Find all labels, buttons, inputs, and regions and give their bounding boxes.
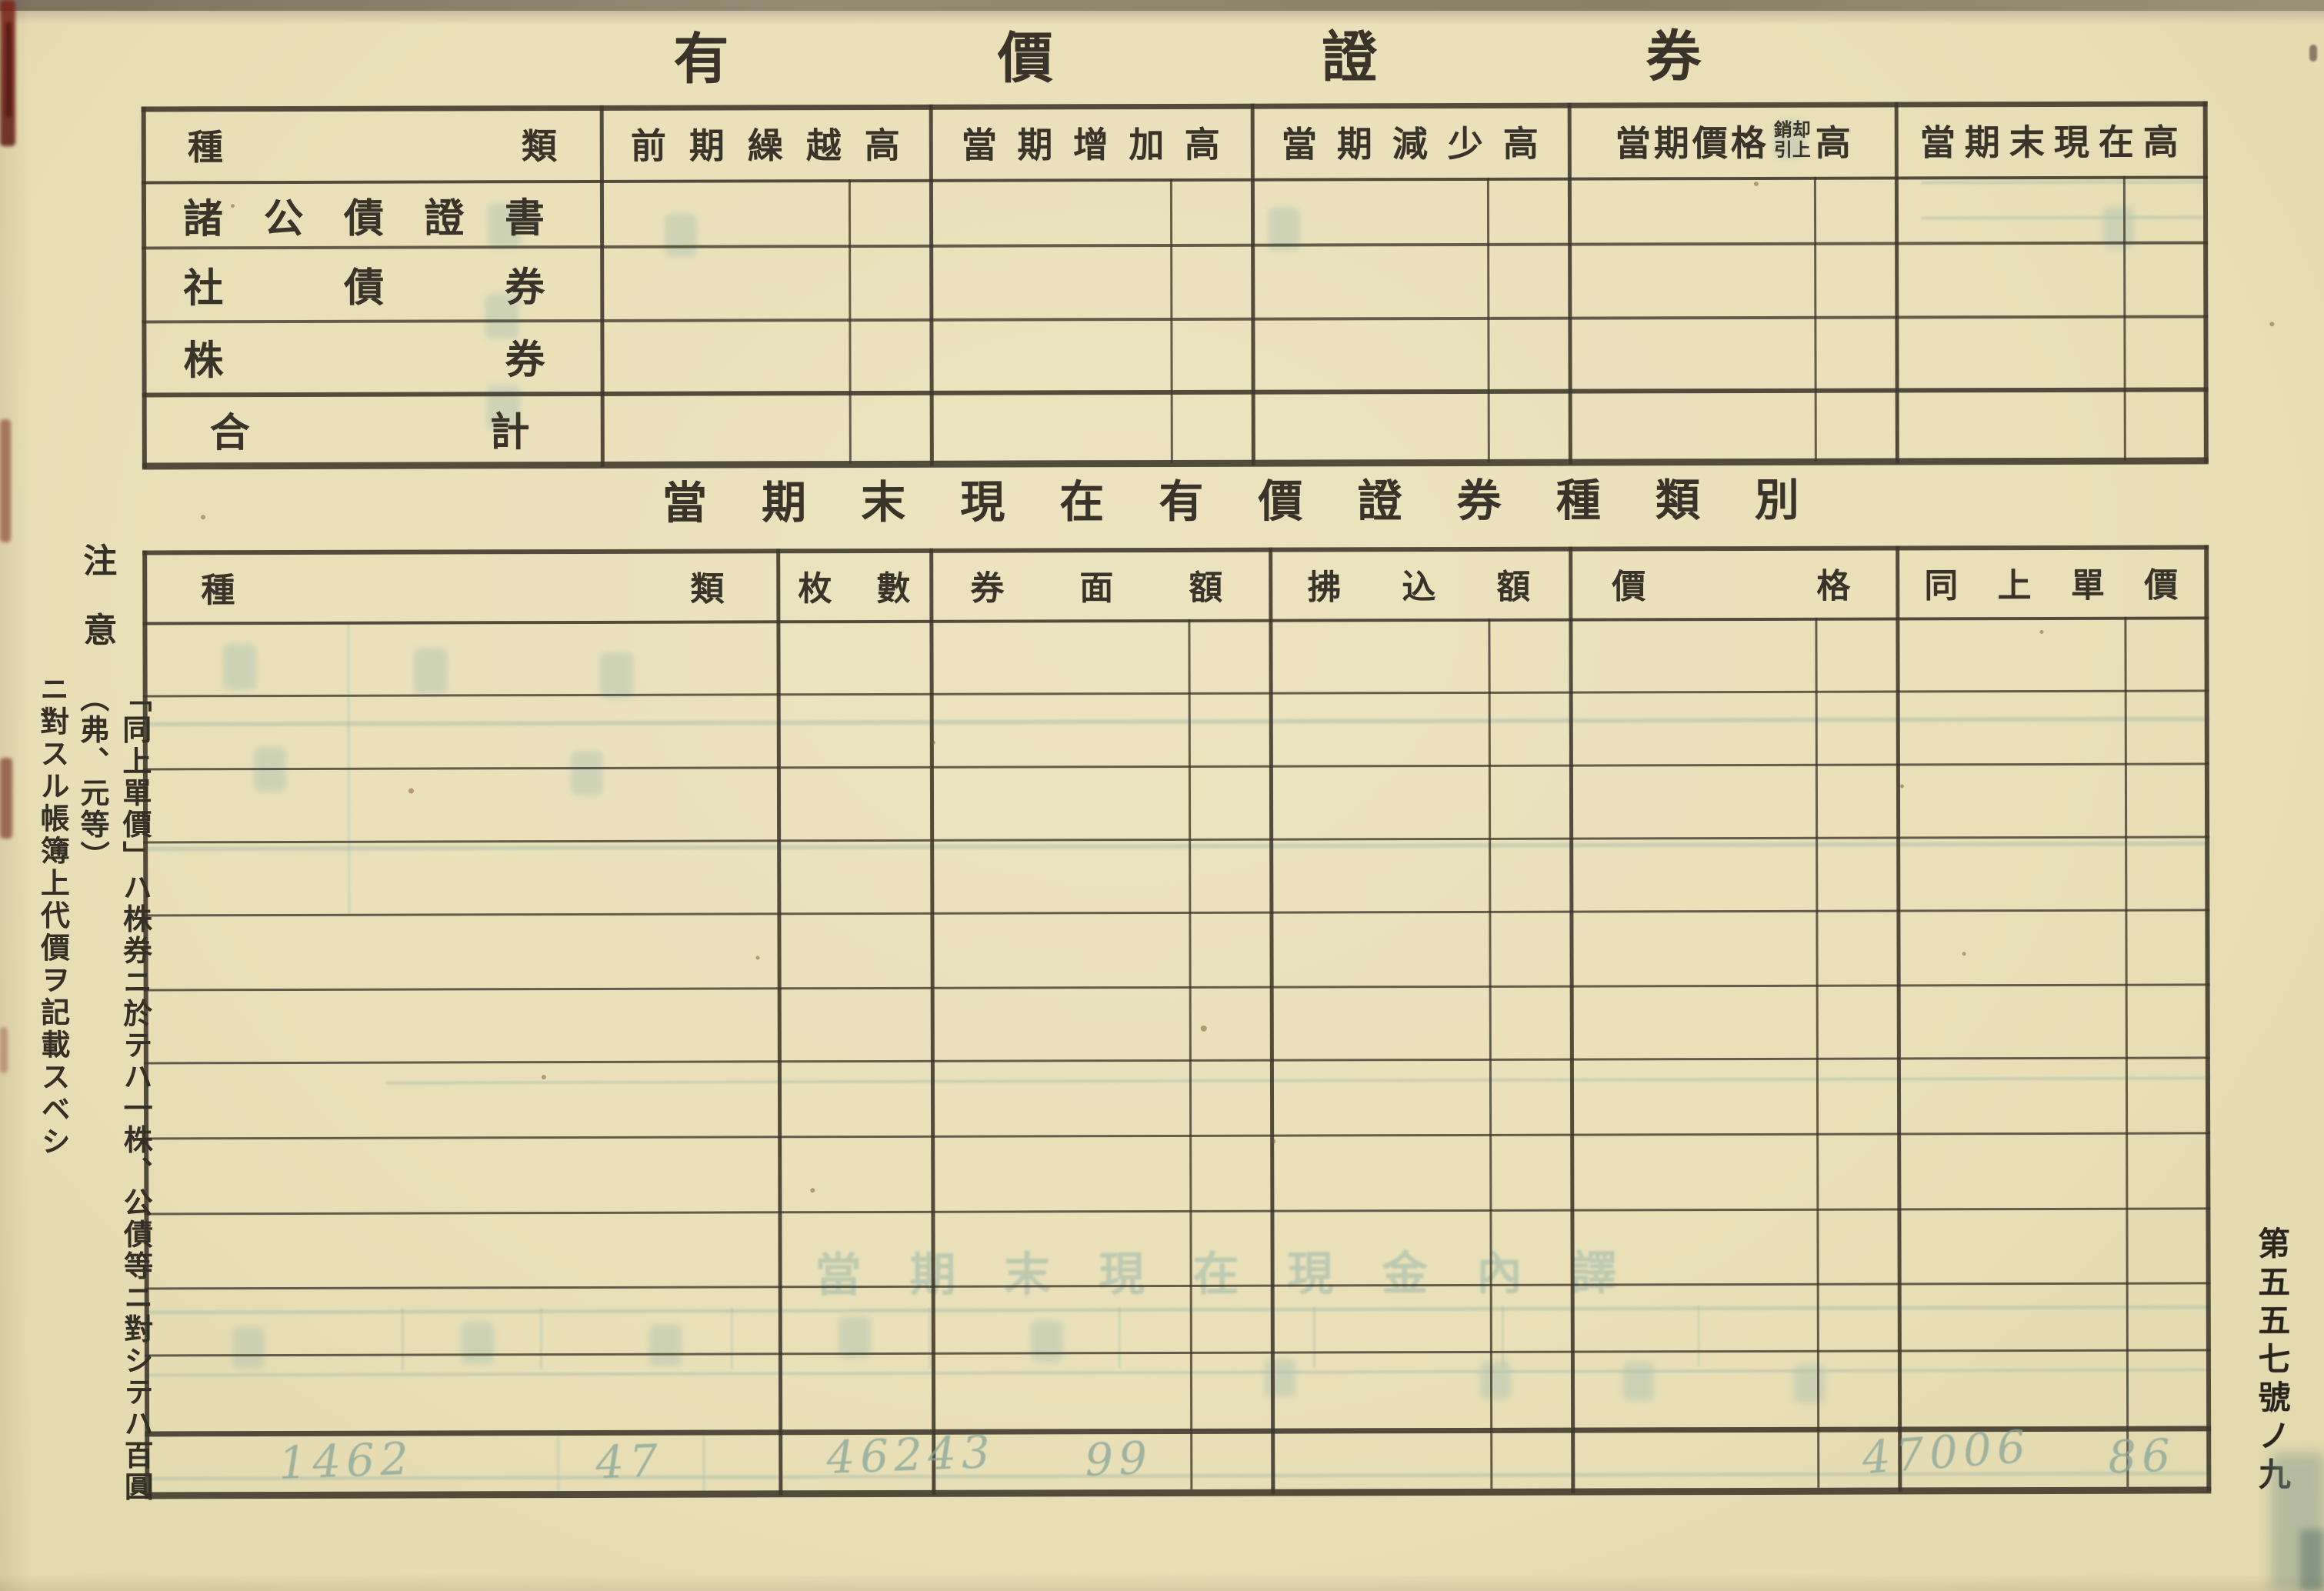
table1-header-decrease: 當期減少高 <box>1281 124 1539 165</box>
scan-edge-top-fade <box>0 11 2324 25</box>
edge-mark <box>2309 45 2317 62</box>
spine-ink-mark <box>0 419 11 542</box>
paper-speckle <box>1899 784 1904 789</box>
table2-subdivider <box>1188 619 1193 1489</box>
table1-header-writeoff-smalltext: 銷却 引上 <box>1774 120 1811 161</box>
page-title: 有價證券 <box>673 26 1702 91</box>
ghost-rule-vertical <box>1697 1305 1700 1367</box>
ghost-glyph <box>222 644 257 691</box>
paper-speckle <box>2039 629 2044 635</box>
ghost-rule-vertical <box>928 1306 931 1369</box>
paper-speckle <box>1753 181 1759 186</box>
writeoff-small-top: 銷却 <box>1773 120 1811 141</box>
table2-header-type: 種類 <box>201 570 725 610</box>
table2-header-count: 枚數 <box>798 569 911 609</box>
page-bottom-shading <box>0 1574 2324 1591</box>
table1-subdivider <box>1813 176 1817 462</box>
table1-divider <box>929 104 934 466</box>
table1-header-writeoff-main: 當期價格 <box>1615 123 1769 164</box>
ghost-glyph <box>1622 1362 1655 1401</box>
writeoff-small-bottom: 引上 <box>1773 140 1811 161</box>
paper-speckle <box>230 204 235 208</box>
paper-speckle <box>1271 1139 1276 1144</box>
ghost-rule-vertical <box>1501 1305 1504 1367</box>
handwritten-amount: 86 <box>2107 1429 2177 1484</box>
table1-border-left <box>141 106 147 469</box>
ghost-glyph <box>1479 1360 1512 1399</box>
ghost-glyph <box>649 1324 682 1366</box>
spine-ink-mark <box>5 22 12 118</box>
table1-header-carried-forward: 前期繰越高 <box>630 125 900 166</box>
paper-speckle <box>1962 952 1966 956</box>
paper-speckle <box>1200 1025 1207 1032</box>
paper-speckle <box>755 956 760 960</box>
ghost-rule <box>1921 180 2203 185</box>
handwritten-amount: 1462 <box>278 1432 415 1490</box>
table1-subdivider <box>1486 177 1490 462</box>
table2-subdivider <box>1488 618 1493 1489</box>
table1-subdivider <box>1169 178 1173 463</box>
section2-title: 當期末現在有價證券種類別 <box>662 475 1799 529</box>
table1-border-right <box>2202 101 2209 463</box>
ghost-glyph <box>232 1327 265 1369</box>
table2-subdivider <box>1815 617 1820 1488</box>
table1-row-public-bonds: 諸公債證書 <box>182 196 545 242</box>
paper-speckle <box>1460 492 1465 496</box>
table2-header-face-value: 券面額 <box>970 569 1223 608</box>
paper-speckle <box>408 788 414 794</box>
table1-divider <box>599 105 605 467</box>
paper-speckle <box>541 1075 546 1080</box>
ghost-rule-vertical <box>401 1308 404 1370</box>
paper-speckle <box>931 740 935 745</box>
table2-subdivider <box>2124 616 2129 1487</box>
table1-row-shares: 株券 <box>183 338 545 383</box>
handwritten-amount: 47 <box>595 1434 665 1489</box>
note-line1: 「同上單價」ハ株券ニ於テハ一株、公債等ニ對シテハ百圓（弗、元等） <box>75 682 152 1503</box>
ghost-glyph <box>1030 1320 1063 1363</box>
ghost-rule <box>385 1076 2210 1085</box>
scan-edge-top <box>0 0 2324 11</box>
ghost-glyph <box>1793 1364 1826 1403</box>
spine-ink-mark <box>0 1027 8 1073</box>
table1-subdivider <box>848 179 852 465</box>
table1-row-total: 合計 <box>209 410 530 455</box>
ghost-rule-vertical <box>557 1430 560 1493</box>
note-line2: ニ對スル帳簿上代價ヲ記載スベシ <box>35 673 69 1159</box>
paper-speckle <box>201 515 206 520</box>
handwritten-amount: 46243 <box>825 1425 996 1484</box>
ghost-rule-vertical <box>1312 1306 1315 1368</box>
ghost-glyph <box>570 750 603 796</box>
ghost-glyph <box>413 648 448 695</box>
paper-speckle <box>2269 322 2275 327</box>
paper-speckle <box>810 1188 815 1193</box>
ghost-glyph <box>838 1316 871 1359</box>
ghost-rule-vertical <box>702 1429 705 1492</box>
ghost-rule-vertical <box>539 1308 542 1370</box>
ghost-glyph <box>1264 1358 1296 1397</box>
ghost-rule-vertical <box>1118 1306 1121 1369</box>
ghost-glyph <box>461 1322 494 1364</box>
corner-smudge <box>2300 1529 2324 1591</box>
table1-row-corporate-bonds: 社債券 <box>183 265 545 311</box>
table1-header-increase: 當期增加高 <box>961 125 1220 165</box>
table1-divider <box>1250 103 1255 465</box>
spine-ink-mark <box>0 758 12 839</box>
table1-divider <box>1894 102 1899 464</box>
ghost-rule <box>1922 215 2204 220</box>
ghost-rule-vertical <box>730 1307 733 1369</box>
table1-header-type: 種類 <box>187 127 557 168</box>
table1-header-end-balance: 當期末現在高 <box>1919 122 2179 163</box>
table2-header-price: 價格 <box>1612 567 1851 606</box>
ghost-glyph <box>665 213 698 257</box>
table2-header-paid-in: 拂込額 <box>1307 568 1531 607</box>
handwritten-amount: 99 <box>1084 1431 1154 1486</box>
note-heading: 注意 <box>78 542 116 682</box>
ghost-glyph <box>599 652 634 699</box>
table1-header-writeoff: 當期價格 銷却 引上 高 <box>1572 106 1895 176</box>
table2-header-unit-price: 同上單價 <box>1924 566 2179 605</box>
table1-header-writeoff-tail: 高 <box>1815 123 1851 163</box>
ghost-bleedthrough-title: 當期末現在現金內譯 <box>815 1248 1617 1302</box>
